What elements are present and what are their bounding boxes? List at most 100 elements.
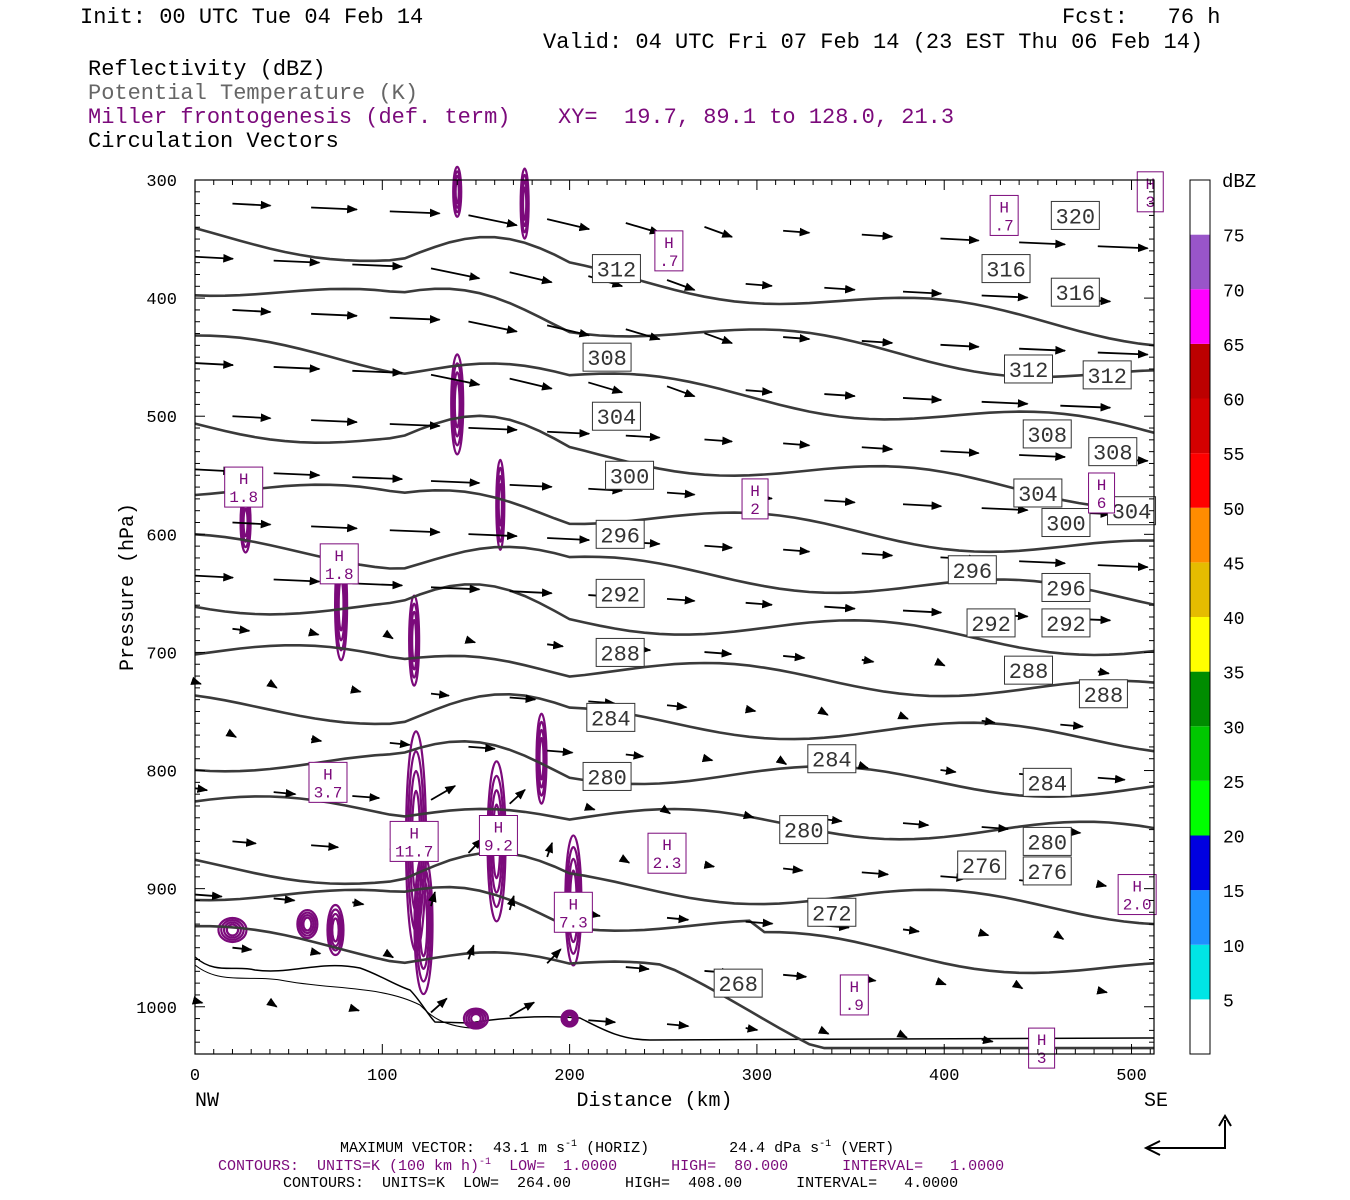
- theta-label-288: 288: [1084, 684, 1124, 709]
- colorbar-tick: 25: [1223, 774, 1245, 794]
- theta-label-box: [947, 555, 997, 585]
- theta-label-288: 288: [600, 642, 640, 667]
- circulation-vector: [902, 501, 943, 511]
- fronto-max-box: [308, 761, 348, 803]
- circulation-vector: [934, 657, 946, 667]
- circulation-vector: [935, 977, 947, 986]
- circulation-vector: [509, 588, 553, 598]
- circulation-vector: [704, 649, 733, 658]
- circulation-vector: [1019, 345, 1067, 355]
- fronto-max-letter: H: [664, 235, 674, 253]
- circulation-vector: [348, 1003, 360, 1012]
- circulation-vector: [783, 971, 808, 981]
- circulation-vector: [389, 314, 441, 324]
- circulation-vector: [817, 706, 829, 716]
- y-tick-label: 1000: [136, 1000, 177, 1019]
- circulation-vector: [509, 789, 526, 805]
- circulation-vector: [311, 417, 358, 426]
- circulation-vector: [232, 413, 272, 423]
- fronto-max-letter: H: [999, 199, 1009, 217]
- theta-label-box: [595, 637, 645, 667]
- circulation-vector: [194, 891, 223, 901]
- circulation-vector: [546, 324, 591, 338]
- theta-label-box: [957, 850, 1007, 880]
- circulation-vector: [352, 474, 404, 484]
- max-vector-vert-exponent: -1: [819, 1139, 832, 1150]
- circulation-vector: [273, 895, 296, 904]
- max-vector-vert-unit: (VERT): [831, 1140, 895, 1157]
- theta-label-304: 304: [1112, 501, 1152, 526]
- theta-label-272: 272: [812, 902, 852, 927]
- vector-scale-arrow-icon: [1143, 1114, 1232, 1156]
- fronto-max-value: 2.3: [653, 855, 682, 873]
- circulation-vector: [430, 584, 481, 594]
- circulation-vector: [745, 280, 773, 290]
- theta-label-312: 312: [1087, 365, 1127, 390]
- theta-label-276: 276: [1027, 861, 1067, 886]
- circulation-vector: [783, 227, 811, 237]
- circulation-vector: [430, 997, 448, 1014]
- circulation-vector: [666, 385, 696, 398]
- theta-label-box: [1050, 277, 1100, 307]
- circulation-vector: [468, 425, 518, 434]
- colorbar-swatch: [1190, 671, 1210, 727]
- fronto-max-letter: H: [1097, 477, 1107, 495]
- circulation-vector: [194, 572, 235, 582]
- colorbar-tick: 20: [1223, 829, 1245, 849]
- fronto-contour: [467, 1011, 485, 1027]
- theta-contour-304: [194, 483, 1155, 554]
- circulation-vector: [232, 200, 272, 210]
- circulation-vector: [1019, 452, 1067, 461]
- circulation-vector: [273, 470, 321, 480]
- colorbar-tick: 60: [1223, 392, 1245, 412]
- fronto-contour: [415, 865, 432, 983]
- fronto-max-box: [1088, 472, 1116, 514]
- fronto-max-box: [389, 820, 439, 862]
- circulation-vector: [464, 635, 477, 644]
- theta-label-280: 280: [587, 766, 627, 791]
- circulation-vector: [225, 728, 237, 738]
- max-vector-vert: 24.4 dPa s: [729, 1140, 820, 1157]
- circulation-vector: [783, 546, 811, 556]
- circulation-vector: [191, 996, 204, 1005]
- theta-label-box: [779, 815, 829, 845]
- y-tick-label: 300: [146, 173, 177, 192]
- fronto-max-value: .9: [845, 997, 864, 1015]
- theta-label-308: 308: [1027, 424, 1067, 449]
- circulation-vector: [666, 279, 696, 291]
- circulation-vector: [547, 535, 591, 544]
- circulation-vector: [468, 743, 496, 753]
- circulation-vector: [625, 963, 650, 973]
- circulation-vector: [745, 387, 773, 396]
- theta-label-box: [1082, 360, 1132, 390]
- colorbar-tick: 40: [1223, 610, 1245, 630]
- circulation-vector: [1095, 879, 1108, 888]
- fronto-contour: [560, 1009, 579, 1028]
- theta-label-300: 300: [610, 465, 650, 490]
- circulation-vector: [468, 531, 518, 541]
- circulation-vector: [588, 1017, 617, 1026]
- circulation-vector: [745, 599, 773, 609]
- circulation-vector: [625, 328, 661, 341]
- theta-label-box: [1022, 419, 1072, 449]
- init-time: Init: 00 UTC Tue 04 Feb 14: [80, 5, 424, 30]
- circulation-vector: [902, 925, 920, 935]
- colorbar-swatch: [1190, 562, 1210, 617]
- circulation-vector: [546, 948, 562, 964]
- circulation-vector: [509, 271, 553, 285]
- theta-contour-272: [194, 885, 1155, 975]
- circulation-vector: [430, 690, 450, 699]
- theta-label-308: 308: [1093, 442, 1133, 467]
- x-tick-label: 400: [929, 1067, 960, 1086]
- fronto-max-letter: H: [850, 979, 860, 997]
- colorbar-swatch: [1190, 180, 1210, 235]
- colorbar-swatch: [1190, 343, 1210, 399]
- circulation-vector: [981, 716, 996, 726]
- fronto-max-letter: H: [569, 896, 579, 914]
- colorbar-swatch: [1190, 289, 1210, 344]
- circulation-vector: [824, 391, 856, 400]
- x-end-label-left: NW: [195, 1090, 219, 1113]
- circulation-vector: [232, 944, 253, 953]
- fronto-max-letter: H: [1132, 879, 1142, 897]
- circulation-vector: [897, 711, 909, 720]
